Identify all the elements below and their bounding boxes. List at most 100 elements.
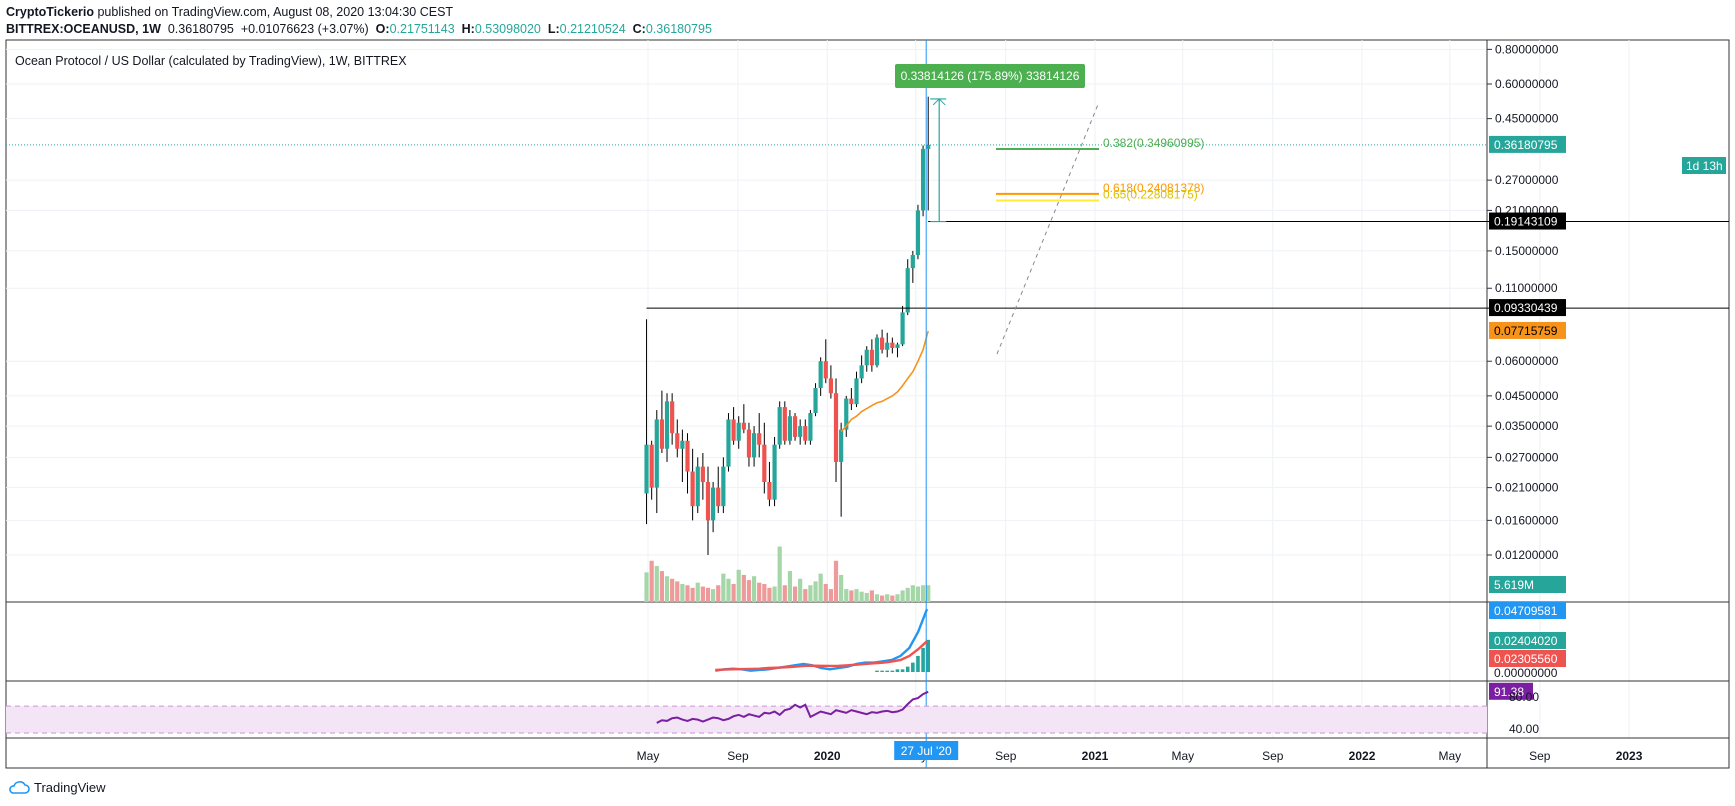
candle-body: [874, 337, 880, 366]
candle-body: [670, 401, 675, 434]
candle-body: [675, 433, 680, 449]
candle-body: [695, 466, 700, 507]
ohlc-header: BITTREX:OCEANUSD, 1W 0.36180795 +0.01076…: [6, 22, 712, 36]
volume-bar: [685, 585, 690, 602]
rsi-line: [656, 690, 929, 724]
macd-histogram-bar: [926, 639, 930, 672]
candle-body: [828, 378, 833, 394]
low-value: 0.21210524: [559, 22, 626, 36]
candle-body: [705, 482, 711, 521]
volume-bar: [767, 587, 772, 602]
price-tag-box: [1489, 299, 1566, 317]
macd-histogram-bar: [885, 670, 890, 672]
macd-histogram-bar: [921, 647, 925, 672]
time-tick-label: Sep: [995, 749, 1017, 763]
cursor-date-box: [894, 741, 959, 760]
candle-body: [711, 487, 716, 521]
volume-bar: [813, 581, 818, 602]
time-tick-label: Sep: [727, 749, 749, 763]
candle-body: [798, 426, 803, 437]
price-tick-label: 0.02700000: [1495, 450, 1559, 464]
candle-body: [659, 419, 665, 449]
brand-label: TradingView: [34, 780, 106, 795]
macd-histogram-bar: [900, 669, 905, 672]
price-tag-label: 0.09330439: [1494, 301, 1558, 315]
volume-bar: [803, 589, 808, 602]
candle-body: [767, 482, 772, 500]
volume-bar: [700, 586, 705, 602]
volume-bar: [849, 590, 854, 602]
measure-label: 0.33814126 (175.89%) 33814126: [901, 69, 1080, 83]
candle-body: [854, 378, 859, 405]
time-tick-label: 2023: [1616, 749, 1643, 763]
price-tick-label: 0.11000000: [1495, 281, 1558, 295]
volume-bar: [885, 594, 890, 602]
volume-bar: [798, 578, 803, 602]
volume-bar: [787, 571, 793, 602]
volume-bar: [900, 590, 905, 602]
volume-bar: [880, 595, 885, 602]
high-label: H:: [461, 22, 475, 36]
close-value: 0.36180795: [645, 22, 712, 36]
price-tag-label: 5.619M: [1494, 578, 1534, 592]
chart-title: Ocean Protocol / US Dollar (calculated b…: [15, 54, 407, 68]
macd-tag-label: 0.02404020: [1494, 634, 1558, 648]
ma-line: [840, 330, 929, 432]
volume-bar: [910, 585, 915, 602]
candle-body: [813, 388, 818, 414]
volume-bar: [844, 589, 849, 602]
price-tick-label: 0.80000000: [1495, 42, 1559, 56]
candle-body: [890, 342, 895, 348]
volume-bar: [659, 571, 665, 602]
price-tick-label: 0.01200000: [1495, 548, 1559, 562]
cursor-date-label: 27 Jul '20: [901, 744, 952, 758]
macd-histogram-bar: [905, 666, 910, 672]
candle-body: [772, 444, 777, 500]
open-value: 0.21751143: [389, 22, 455, 36]
author-name[interactable]: CryptoTickerio: [6, 5, 94, 19]
volume-bar: [649, 560, 654, 602]
tradingview-logo[interactable]: TradingView: [8, 780, 106, 795]
macd-tag-label: 0.04709581: [1494, 604, 1558, 618]
candle-body: [690, 471, 695, 507]
candle-body: [833, 393, 839, 462]
fib-level-label: 0.65(0.22808175): [1103, 187, 1198, 201]
candle-body: [664, 401, 670, 449]
candle-body: [649, 444, 654, 488]
price-tag-box: [1489, 212, 1566, 230]
time-tick-label: 2020: [814, 749, 841, 763]
candle-body: [905, 268, 910, 313]
volume-bar: [818, 573, 823, 602]
candle-body: [900, 312, 905, 345]
candle-body: [716, 487, 721, 507]
candle-body: [751, 433, 757, 458]
open-label: O:: [375, 22, 390, 36]
volume-bar: [874, 594, 880, 602]
candle-body: [885, 342, 890, 350]
candle-body: [808, 413, 813, 441]
volume-bar: [664, 576, 670, 602]
price-tick-label: 0.15000000: [1495, 244, 1559, 258]
price-change: +0.01076623 (+3.07%): [240, 22, 369, 36]
time-tick-label: 2022: [1349, 749, 1376, 763]
volume-bar: [711, 589, 716, 602]
symbol-label: BITTREX:OCEANUSD, 1W: [6, 22, 161, 36]
time-tick-label: May: [637, 749, 660, 763]
candle-body: [700, 466, 705, 483]
time-tick-label: 2021: [1082, 749, 1109, 763]
candle-body: [731, 419, 736, 441]
volume-bar: [675, 581, 680, 602]
high-value: 0.53098020: [474, 22, 541, 36]
candle-body: [864, 349, 869, 366]
price-tag-box: [1682, 157, 1726, 174]
volume-bar: [782, 585, 787, 602]
candle-body: [920, 148, 926, 211]
last-price: 0.36180795: [167, 22, 234, 36]
rsi-band: [6, 706, 1487, 733]
time-tick-label: Sep: [1529, 749, 1551, 763]
volume-bar: [705, 587, 711, 602]
volume-bar: [864, 592, 869, 602]
volume-bar: [680, 583, 685, 602]
macd-histogram-bar: [895, 669, 900, 672]
